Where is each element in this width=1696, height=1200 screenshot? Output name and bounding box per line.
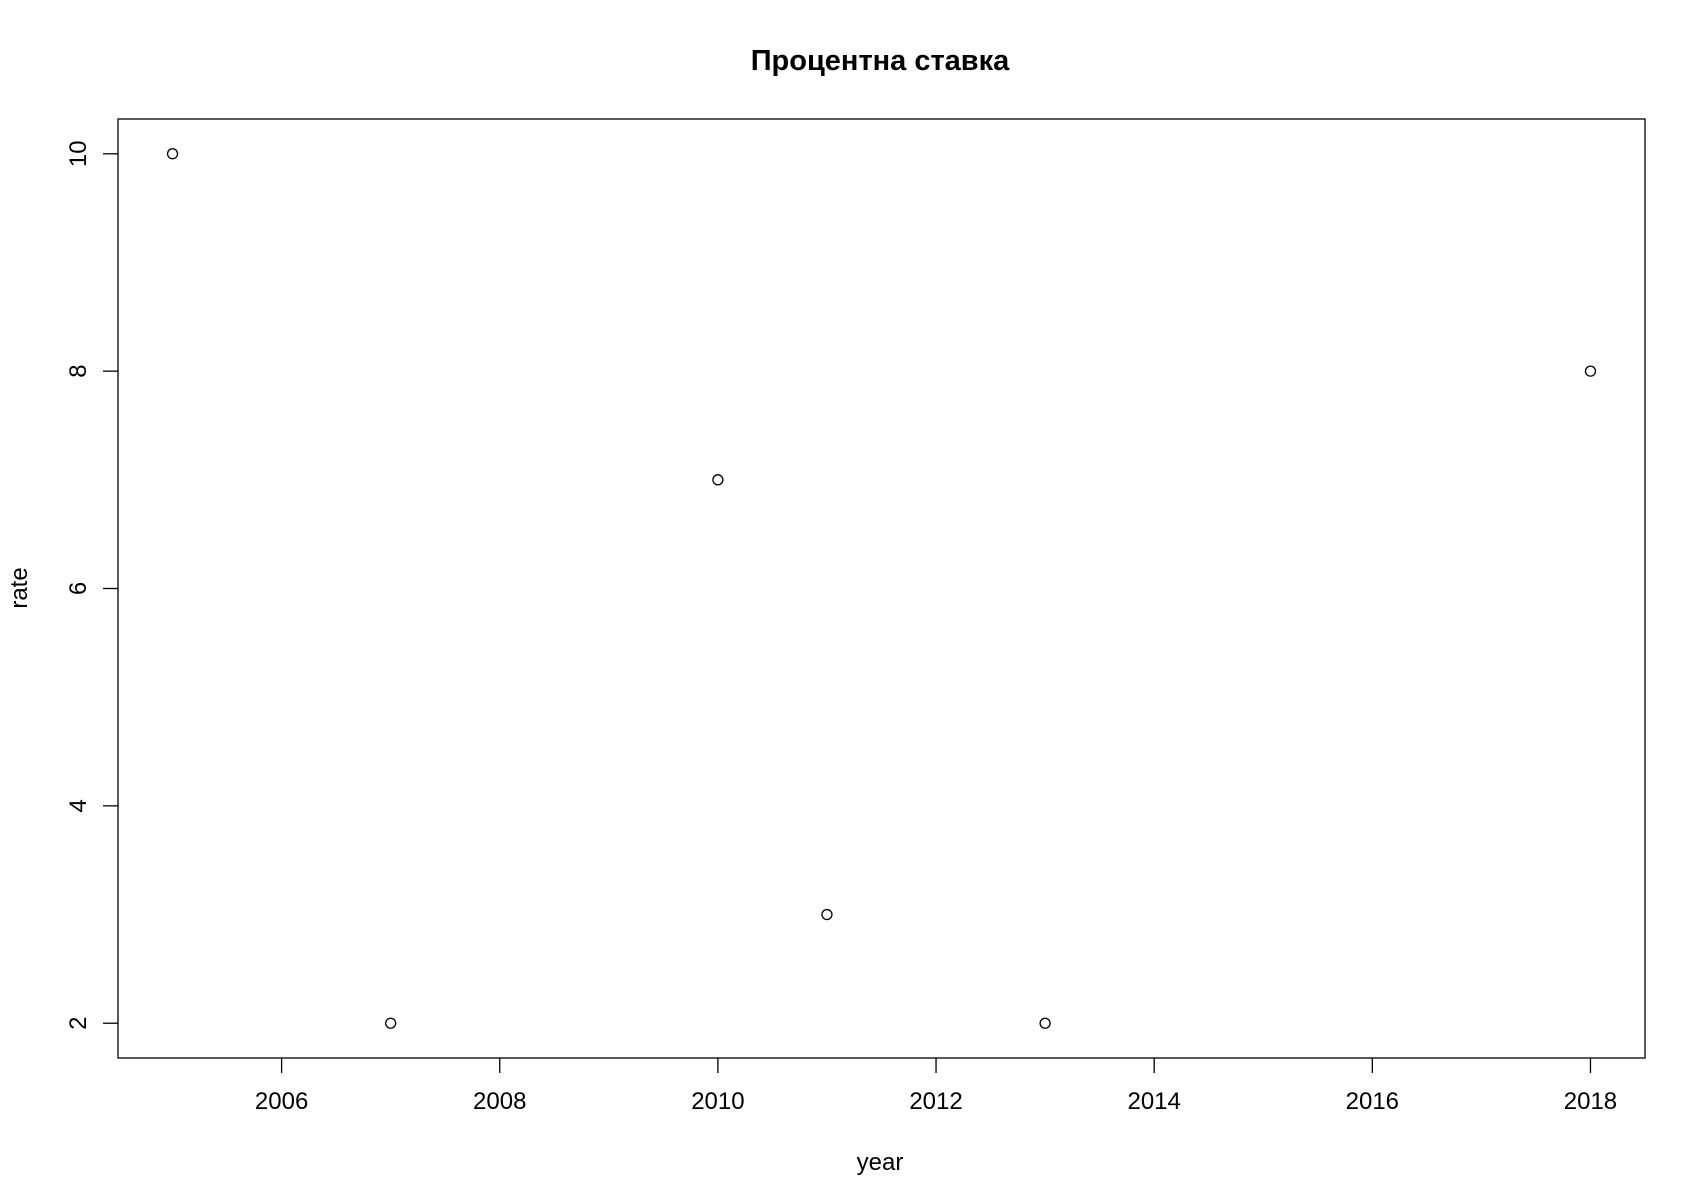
x-tick-label: 2018 [1564,1088,1617,1115]
data-point [166,148,179,160]
y-tick-label: 4 [65,799,92,812]
x-axis-label: year [857,1149,904,1176]
y-tick-label: 2 [65,1017,92,1030]
data-point [821,908,833,921]
data-point [712,474,724,486]
x-tick-label: 2014 [1127,1088,1180,1115]
x-tick-label: 2010 [691,1088,744,1115]
chart-title: Процентна ставка [751,45,1010,77]
data-point [385,1017,397,1029]
y-axis: 2 4 6 8 10 [65,140,118,1030]
x-tick-label: 2012 [909,1088,962,1115]
data-points [166,148,1597,1029]
x-tick-label: 2006 [255,1088,308,1115]
data-point [1584,365,1597,377]
x-axis: 2006 2008 2010 2012 2014 2016 2018 [255,1058,1617,1115]
y-tick-label: 8 [65,364,92,377]
y-tick-label: 6 [65,582,92,595]
y-axis-label: rate [6,567,33,608]
data-point [1039,1017,1051,1029]
x-tick-label: 2008 [473,1088,526,1115]
plot-frame [117,118,1646,1059]
x-tick-label: 2016 [1346,1088,1399,1115]
y-tick-label: 10 [65,140,92,167]
